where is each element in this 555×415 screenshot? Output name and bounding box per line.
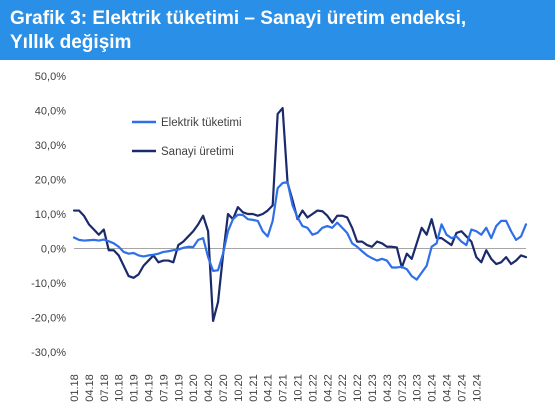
y-tick-label: -10,0% — [31, 278, 66, 290]
y-tick-label: 30,0% — [35, 140, 66, 152]
x-tick-label: 07.19 — [158, 374, 170, 402]
y-tick-label: -30,0% — [31, 347, 66, 359]
y-tick-label: 50,0% — [35, 71, 66, 83]
x-tick-label: 10.20 — [233, 374, 245, 402]
x-tick-label: 04.18 — [84, 374, 96, 402]
y-tick-label: -20,0% — [31, 313, 66, 325]
y-tick-label: 0,0% — [41, 244, 66, 256]
x-tick-label: 01.24 — [427, 374, 439, 402]
x-tick-label: 04.24 — [442, 374, 454, 402]
y-tick-label: 10,0% — [35, 209, 66, 221]
y-tick-label: 20,0% — [35, 175, 66, 187]
series-layer — [72, 106, 528, 323]
x-tick-label: 01.22 — [307, 374, 319, 402]
series-line-elektrik — [72, 181, 528, 281]
x-tick-label: 10.18 — [114, 374, 126, 402]
x-tick-label: 01.20 — [188, 374, 200, 402]
chart-title-bar: Grafik 3: Elektrik tüketimi – Sanayi üre… — [0, 0, 555, 60]
x-tick-label: 07.24 — [456, 374, 468, 402]
x-tick-label: 01.23 — [367, 374, 379, 402]
line-chart: 50,0% 40,0% 30,0% 20,0% 10,0% 0,0% -10,0% -20,0… — [31, 71, 528, 402]
x-tick-label: 04.23 — [382, 374, 394, 402]
x-tick-label: 10.21 — [293, 374, 305, 402]
x-tick-label: 04.19 — [144, 374, 156, 402]
x-tick-label: 07.18 — [99, 374, 111, 402]
x-tick-label: 10.24 — [471, 374, 483, 402]
x-tick-label: 01.21 — [248, 374, 260, 402]
x-tick-label: 07.21 — [278, 374, 290, 402]
x-tick-label: 10.23 — [412, 374, 424, 402]
x-axis: 01.18 04.18 07.18 10.18 01.19 04.19 07.19 10.19… — [69, 374, 483, 402]
x-tick-label: 10.22 — [352, 374, 364, 402]
legend-label: Elektrik tüketimi — [161, 117, 242, 129]
legend: Elektrik tüketimi Sanayi üretimi — [132, 117, 242, 158]
chart-title-line-1: Grafik 3: Elektrik tüketimi – Sanayi üre… — [10, 8, 467, 29]
x-tick-label: 04.20 — [203, 374, 215, 402]
x-tick-label: 07.23 — [397, 374, 409, 402]
x-tick-label: 01.18 — [69, 374, 81, 402]
x-tick-label: 10.19 — [173, 374, 185, 402]
chart-title-line-2: Yıllık değişim — [10, 32, 132, 53]
series-line-sanayi — [72, 106, 528, 323]
legend-label: Sanayi üretimi — [161, 146, 234, 158]
x-tick-label: 07.20 — [218, 374, 230, 402]
x-tick-label: 01.19 — [129, 374, 141, 402]
x-tick-label: 07.22 — [337, 374, 349, 402]
x-tick-label: 04.21 — [263, 374, 275, 402]
y-tick-label: 40,0% — [35, 106, 66, 118]
x-tick-label: 04.22 — [322, 374, 334, 402]
y-axis: 50,0% 40,0% 30,0% 20,0% 10,0% 0,0% -10,0% -20,0… — [31, 71, 526, 359]
